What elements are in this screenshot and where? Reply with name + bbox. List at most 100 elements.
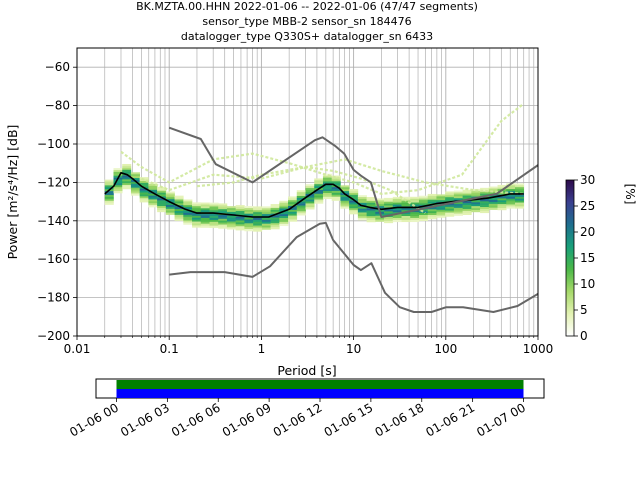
density-cell bbox=[462, 208, 472, 212]
density-cell bbox=[270, 217, 280, 220]
density-cell bbox=[375, 215, 385, 218]
density-cell bbox=[418, 216, 429, 220]
density-cell bbox=[288, 198, 298, 201]
density-cell bbox=[192, 213, 202, 217]
density-cell bbox=[480, 205, 490, 208]
density-cell bbox=[183, 216, 193, 219]
density-cell bbox=[392, 200, 402, 203]
density-cell bbox=[218, 224, 228, 227]
density-cell bbox=[296, 201, 306, 204]
density-cell bbox=[305, 197, 315, 200]
density-cell bbox=[200, 210, 210, 213]
density-cell bbox=[104, 194, 114, 198]
density-cell bbox=[174, 214, 184, 218]
density-cell bbox=[480, 207, 490, 210]
density-cell bbox=[165, 203, 175, 206]
density-cell bbox=[497, 198, 507, 201]
density-cell bbox=[209, 206, 219, 209]
density-cell bbox=[235, 208, 245, 212]
timeline-tick-label: 01-06 06 bbox=[169, 400, 223, 439]
density-cell bbox=[506, 206, 516, 209]
density-cell bbox=[104, 187, 114, 190]
density-cell bbox=[183, 201, 193, 204]
density-cell bbox=[148, 205, 158, 208]
density-cell bbox=[209, 208, 219, 211]
density-cell bbox=[130, 172, 140, 175]
density-cell bbox=[331, 198, 341, 201]
density-cell bbox=[488, 203, 498, 207]
timeline-bars bbox=[116, 380, 524, 398]
timeline-bar bbox=[116, 380, 524, 389]
density-cell bbox=[480, 201, 490, 204]
density-cell bbox=[157, 200, 167, 203]
density-cell bbox=[453, 203, 463, 207]
density-cell bbox=[261, 221, 271, 224]
density-cell bbox=[200, 204, 210, 207]
density-cell bbox=[392, 216, 402, 219]
timeline-tick-label: 01-06 09 bbox=[220, 400, 274, 439]
density-cell bbox=[253, 227, 263, 230]
colorbar-tick-label: 30 bbox=[580, 173, 595, 187]
density-cell bbox=[183, 222, 193, 225]
density-cell bbox=[183, 210, 193, 214]
density-cell bbox=[462, 205, 472, 208]
density-cell bbox=[506, 187, 516, 190]
density-cell bbox=[471, 206, 481, 209]
density-cell bbox=[506, 194, 516, 198]
density-cell bbox=[480, 187, 490, 191]
density-cell bbox=[401, 212, 411, 215]
density-cell bbox=[218, 207, 228, 210]
density-cell bbox=[462, 203, 472, 206]
density-cell bbox=[401, 219, 411, 223]
density-cell bbox=[488, 186, 498, 189]
density-cell bbox=[270, 204, 280, 207]
density-cell bbox=[445, 197, 455, 200]
density-cell bbox=[340, 200, 350, 203]
density-cell bbox=[279, 202, 289, 205]
density-cell bbox=[314, 178, 324, 181]
density-cell bbox=[305, 186, 315, 189]
density-cell bbox=[174, 216, 184, 219]
density-cell bbox=[349, 206, 359, 209]
density-cell bbox=[480, 191, 490, 194]
density-cell bbox=[235, 222, 245, 225]
density-cell bbox=[157, 204, 167, 207]
density-cell bbox=[200, 208, 210, 211]
density-cell bbox=[445, 210, 455, 213]
density-cell bbox=[157, 192, 167, 195]
density-cell bbox=[497, 196, 507, 199]
density-cell bbox=[113, 189, 123, 192]
x-tick-label: 1000 bbox=[523, 342, 554, 356]
density-cell bbox=[410, 210, 420, 213]
density-cell bbox=[401, 217, 411, 221]
density-cell bbox=[122, 183, 132, 186]
density-cell bbox=[506, 196, 516, 200]
density-cell bbox=[384, 211, 394, 214]
density-cell bbox=[384, 197, 394, 201]
timeline-tick-label: 01-06 12 bbox=[271, 400, 325, 439]
density-cell bbox=[340, 185, 350, 188]
density-cell bbox=[200, 225, 210, 228]
density-cell bbox=[209, 204, 219, 207]
density-cell bbox=[340, 187, 350, 190]
density-cell bbox=[366, 208, 376, 211]
density-cell bbox=[322, 192, 332, 196]
density-cell bbox=[235, 228, 245, 231]
density-cell bbox=[357, 195, 367, 198]
density-cell bbox=[480, 193, 490, 196]
density-cell bbox=[462, 191, 472, 194]
density-cell bbox=[296, 203, 306, 206]
density-cell bbox=[130, 189, 140, 192]
density-cell bbox=[174, 209, 184, 212]
density-cell bbox=[497, 207, 507, 211]
density-cell bbox=[418, 201, 429, 204]
density-cell bbox=[514, 200, 525, 203]
density-cell bbox=[253, 210, 263, 213]
density-cell bbox=[130, 185, 140, 188]
density-cell bbox=[366, 202, 376, 205]
density-cell bbox=[183, 199, 193, 202]
density-cell bbox=[375, 204, 385, 207]
density-cell bbox=[270, 221, 280, 224]
density-cell bbox=[200, 217, 210, 221]
